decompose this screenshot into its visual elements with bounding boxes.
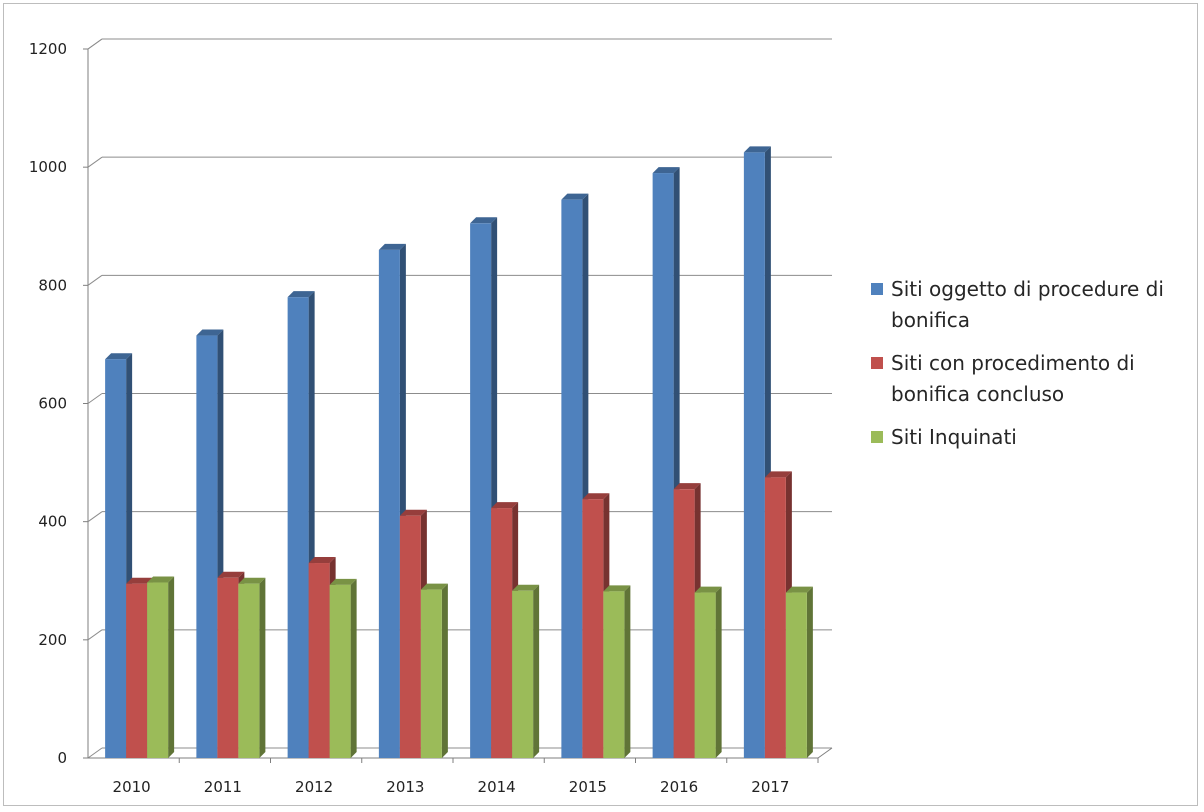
bar-side <box>624 585 631 758</box>
bar-top <box>126 577 154 584</box>
bar-top <box>217 571 245 578</box>
legend-label: Siti con procedimento di bonifica conclu… <box>891 351 1135 406</box>
legend-swatch-green <box>871 431 883 443</box>
y-tick-label: 1200 <box>29 40 67 58</box>
bar-top <box>491 502 519 509</box>
bar-top <box>399 509 427 516</box>
bar-top <box>512 584 540 591</box>
y-tick-label: 400 <box>38 513 67 531</box>
bar-side <box>259 577 266 758</box>
bar <box>308 563 330 758</box>
bar-top <box>694 586 722 593</box>
bar <box>217 577 239 758</box>
bar-top <box>105 353 133 360</box>
bar-top <box>561 193 589 200</box>
gridline-depth <box>87 38 103 50</box>
bar <box>764 477 786 758</box>
gridline-depth <box>87 629 103 641</box>
bar-side <box>350 578 357 758</box>
gridline-depth <box>87 156 103 168</box>
y-tick-label: 600 <box>38 395 67 413</box>
legend-swatch-blue <box>871 283 883 295</box>
legend-item-siti-oggetto: Siti oggetto di procedure di bonifica <box>871 274 1201 336</box>
bar <box>238 583 260 758</box>
bar-top <box>603 585 631 592</box>
bar-top <box>420 583 448 590</box>
legend: Siti oggetto di procedure di bonifica Si… <box>871 274 1201 465</box>
bar-top <box>287 291 315 298</box>
bar <box>491 508 513 758</box>
bar <box>785 592 807 758</box>
x-tick-label: 2012 <box>295 778 333 796</box>
bar <box>694 592 716 758</box>
bar <box>147 582 169 758</box>
bar-side <box>441 583 448 758</box>
bar <box>743 152 765 759</box>
bar <box>329 584 351 758</box>
bar-top <box>470 217 498 224</box>
bar <box>470 223 492 758</box>
legend-swatch-red <box>871 357 883 369</box>
bar-top <box>785 586 813 593</box>
bar-top <box>652 167 680 174</box>
y-tick-label: 800 <box>38 276 67 294</box>
bar-top <box>308 557 336 564</box>
bar <box>196 335 218 758</box>
x-tick-label: 2017 <box>751 778 789 796</box>
y-tick-label: 1000 <box>29 158 67 176</box>
bar <box>512 590 534 758</box>
bar-top <box>238 577 266 584</box>
bar <box>287 297 309 758</box>
x-tick-label: 2014 <box>478 778 516 796</box>
x-tick-label: 2013 <box>386 778 424 796</box>
bar-top <box>147 576 175 583</box>
gridline-depth <box>87 511 103 523</box>
bar-top <box>582 493 610 500</box>
bar-top <box>743 146 771 153</box>
x-tick-label: 2016 <box>660 778 698 796</box>
bar <box>399 515 421 758</box>
bar <box>603 591 625 758</box>
bar-top <box>764 471 792 478</box>
bar-side <box>806 586 813 758</box>
bar-side <box>168 576 175 758</box>
gridline-depth <box>87 274 103 286</box>
x-tick-label: 2015 <box>569 778 607 796</box>
legend-label: Siti Inquinati <box>891 425 1017 449</box>
x-tick-label: 2011 <box>204 778 242 796</box>
legend-label: Siti oggetto di procedure di bonifica <box>891 277 1164 332</box>
bar <box>126 583 148 758</box>
bar <box>105 359 127 758</box>
legend-item-siti-inquinati: Siti Inquinati <box>871 422 1201 453</box>
bar-side <box>533 584 540 758</box>
bar-top <box>673 483 701 490</box>
bar <box>378 249 400 758</box>
gridline-depth <box>87 747 103 759</box>
bar <box>582 499 604 758</box>
bar <box>652 173 674 758</box>
bar <box>561 199 583 759</box>
x-axis-depth-line <box>817 747 833 759</box>
bar-top <box>378 243 406 250</box>
bar-side <box>715 586 722 758</box>
bar-top <box>329 578 357 585</box>
bar <box>673 489 695 758</box>
legend-item-siti-concluso: Siti con procedimento di bonifica conclu… <box>871 348 1201 410</box>
y-tick-label: 200 <box>38 631 67 649</box>
x-tick-label: 2010 <box>113 778 151 796</box>
bar-top <box>196 329 224 336</box>
y-tick-label: 0 <box>57 749 67 767</box>
gridline-depth <box>87 393 103 404</box>
bar <box>420 589 442 758</box>
